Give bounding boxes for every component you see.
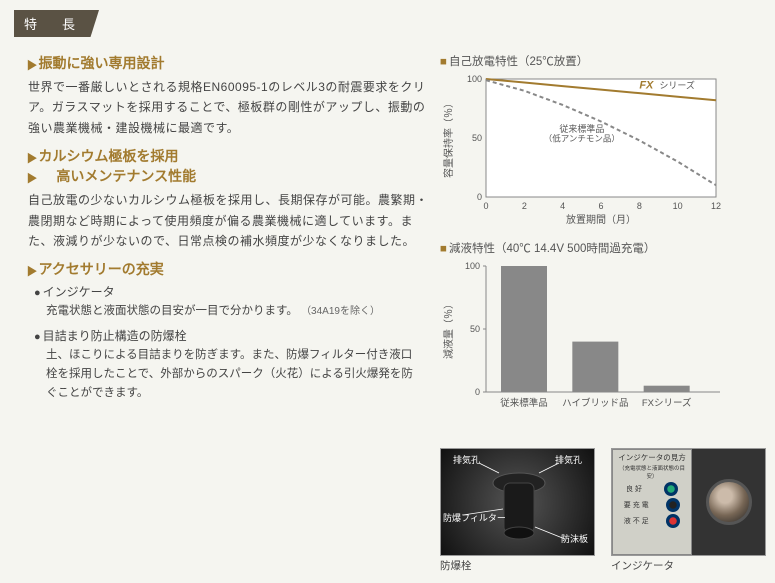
p1-label-a: 排気孔 [453,453,480,466]
svg-text:50: 50 [472,133,482,143]
section1-heading: 振動に強い専用設計 [28,53,430,73]
svg-text:容量保持率（％）: 容量保持率（％） [442,98,455,178]
section2-heading-b-text: 高いメンテナンス性能 [56,168,196,184]
indicator-lens [692,449,765,555]
photo1: 排気孔 排気孔 防爆フィルター 防沫板 防爆栓 [440,448,595,573]
svg-text:減液量（％）: 減液量（％） [442,299,455,359]
svg-text:シリーズ: シリーズ [659,79,695,90]
sub1-note: （34A19を除く） [301,306,380,317]
right-column: 自己放電特性（25℃放置） 容量保持率（％） 0 50 100 0 2 4 6 8 10 12 放置期… [440,47,765,431]
sub2-title: 目詰まり防止構造の防爆栓 [34,327,430,344]
svg-text:6: 6 [598,201,603,211]
svg-text:従来標準品: 従来標準品 [559,123,604,134]
p1-label-b: 排気孔 [555,453,582,466]
svg-text:12: 12 [711,201,721,211]
dot-black-icon [666,498,680,512]
svg-text:FX: FX [639,79,654,91]
plate-l1: 良 好 [626,484,642,494]
photo2-caption: インジケータ [611,558,766,573]
chart2-svg: 減液量（％） 0 50 100 従来標準品 ハイブリッド品 FXシリーズ [440,258,740,428]
chart2-title: 減液特性（40℃ 14.4V 500時間過充電） [440,240,755,256]
chart1-title: 自己放電特性（25℃放置） [440,53,755,69]
photo1-img: 排気孔 排気孔 防爆フィルター 防沫板 [440,448,595,556]
svg-text:0: 0 [477,192,482,202]
svg-text:50: 50 [470,324,480,334]
svg-text:従来標準品: 従来標準品 [500,397,548,409]
sub1-body: 充電状態と液面状態の目安が一目で分かります。 （34A19を除く） [46,302,416,321]
p1-label-c: 防爆フィルター [443,511,506,524]
chart1-svg: 容量保持率（％） 0 50 100 0 2 4 6 8 10 12 放置期間（月） FX シリーズ従来標準… [440,71,740,231]
svg-text:100: 100 [465,261,480,271]
dot-red-icon [666,514,680,528]
photo2-img: インジケータの見方 （充電状態と液面状態の目安） 良 好 要 充 電 液 不 足 [611,448,766,556]
svg-text:0: 0 [483,201,488,211]
svg-text:0: 0 [475,387,480,397]
features-tag: 特 長 [14,10,99,37]
svg-text:8: 8 [637,201,642,211]
svg-text:（低アンチモン品）: （低アンチモン品） [544,134,620,144]
section2-body: 自己放電の少ないカルシウム極板を採用し、長期保存が可能。農繁期・農閉期など時期に… [28,190,430,251]
svg-text:FXシリーズ: FXシリーズ [642,397,692,409]
svg-text:4: 4 [560,201,565,211]
left-column: 振動に強い専用設計 世界で一番厳しいとされる規格EN60095-1のレベル3の耐… [0,47,440,431]
photo1-caption: 防爆栓 [440,558,595,573]
section2-heading-b: ▶高いメンテナンス性能 [28,166,430,186]
plate-title: インジケータの見方 [615,452,689,463]
sub1-body-text: 充電状態と液面状態の目安が一目で分かります。 [46,305,298,317]
svg-text:放置期間（月）: 放置期間（月） [566,213,636,226]
indicator-plate: インジケータの見方 （充電状態と液面状態の目安） 良 好 要 充 電 液 不 足 [612,449,692,555]
photo-row: 排気孔 排気孔 防爆フィルター 防沫板 防爆栓 インジケータの見方 （充電状態と… [440,448,766,573]
section3-heading: アクセサリーの充実 [28,259,430,279]
section1-body: 世界で一番厳しいとされる規格EN60095-1のレベル3の耐震要求をクリア。ガラ… [28,77,430,138]
photo2: インジケータの見方 （充電状態と液面状態の目安） 良 好 要 充 電 液 不 足… [611,448,766,573]
section2-heading-a: カルシウム極板を採用 [28,146,430,166]
plate-sub: （充電状態と液面状態の目安） [615,464,689,480]
lens-icon [706,479,752,525]
sub1-title: インジケータ [34,283,430,300]
dot-green-icon [664,482,678,496]
plate-l2: 要 充 電 [624,500,649,510]
plate-l3: 液 不 足 [624,516,649,526]
svg-text:2: 2 [522,201,527,211]
svg-text:ハイブリッド品: ハイブリッド品 [562,397,628,409]
p1-label-d: 防沫板 [561,532,588,545]
svg-text:10: 10 [673,201,683,211]
svg-text:100: 100 [467,74,482,84]
sub2-body: 土、ほこりによる目詰まりを防ぎます。また、防爆フィルター付き液口栓を採用したこと… [46,346,416,403]
